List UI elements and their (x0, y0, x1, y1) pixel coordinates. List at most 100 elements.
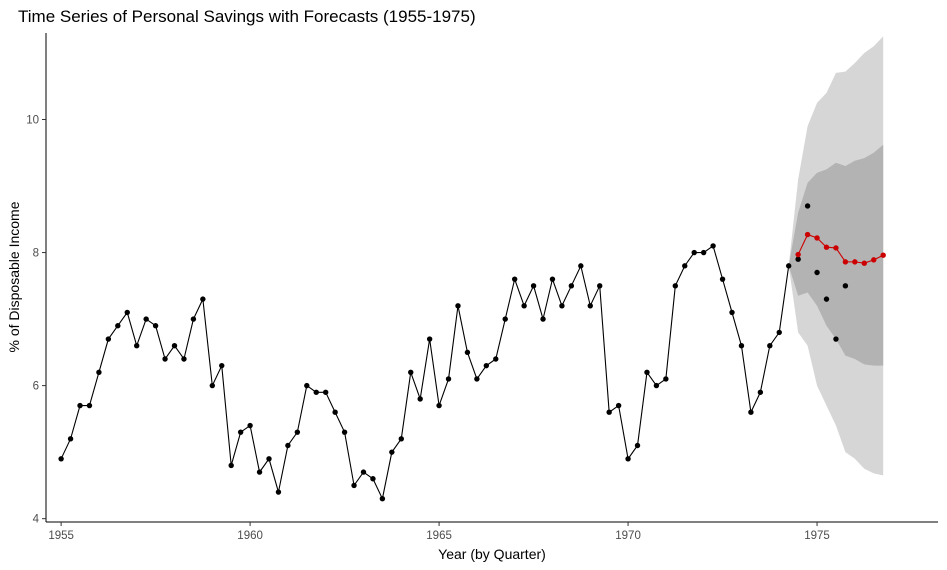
observed-point (474, 376, 480, 382)
observed-point (143, 316, 149, 322)
observed-point (370, 476, 376, 482)
observed-point (719, 276, 726, 282)
observed-point (398, 436, 404, 442)
observed-point (86, 402, 93, 409)
observed-point (682, 263, 688, 269)
series-lines (60, 233, 884, 501)
forecast-point (861, 260, 867, 266)
observed-point (237, 429, 244, 435)
forecast-point (804, 231, 811, 238)
x-tick-label: 1970 (615, 530, 641, 542)
x-tick-label: 1965 (426, 530, 452, 542)
holdout_actual-point (795, 256, 801, 262)
observed-point (625, 456, 631, 462)
x-tick-label: 1955 (48, 530, 74, 542)
observed-point (389, 449, 395, 455)
observed-point (275, 489, 282, 495)
observed-point (67, 436, 74, 442)
y-tick-label: 8 (33, 248, 39, 260)
series-points (58, 203, 886, 502)
observed-point (304, 382, 310, 389)
forecast-point (880, 252, 886, 258)
observed-point (464, 349, 471, 356)
observed-point (663, 376, 669, 382)
observed-point (644, 369, 650, 376)
observed-point (767, 342, 773, 349)
observed-point (181, 356, 187, 362)
forecast-interval-bands (788, 36, 884, 476)
observed-point (672, 283, 679, 289)
holdout_actual-point (804, 203, 811, 209)
x-tick-label: 1960 (237, 530, 263, 542)
observed-point (530, 283, 537, 289)
observed-point (757, 389, 764, 395)
observed-point (266, 456, 272, 462)
observed-point (691, 249, 697, 256)
observed-point (511, 276, 518, 282)
observed-point (502, 316, 508, 322)
observed-point (483, 362, 490, 369)
observed-point (190, 316, 197, 322)
observed-point (162, 356, 168, 362)
observed-point (445, 376, 452, 382)
forecast-point (852, 259, 858, 265)
observed-point (417, 396, 423, 402)
observed-point (549, 276, 556, 282)
observed-point (77, 402, 83, 409)
observed-point (748, 409, 754, 415)
holdout_actual-point (814, 269, 820, 276)
observed-point (228, 462, 234, 469)
observed-point (710, 243, 716, 249)
observed-point (455, 303, 461, 309)
observed-point (615, 402, 622, 409)
observed-point (559, 303, 565, 309)
observed-point (568, 283, 575, 289)
observed-point (209, 382, 216, 389)
axes (45, 33, 938, 523)
forecast-point (814, 235, 820, 241)
observed-point (341, 429, 348, 435)
observed-point (152, 323, 159, 329)
observed-point (540, 316, 546, 322)
observed-point (738, 342, 745, 349)
interval-band-80 (788, 144, 884, 366)
observed-point (408, 369, 414, 376)
x-axis-title: Year (by Quarter) (438, 546, 546, 562)
y-axis-ticks: 4 6 8 10 (26, 114, 46, 526)
x-tick-label: 1975 (804, 530, 830, 542)
y-tick-label: 6 (33, 381, 39, 393)
observed-point (105, 336, 112, 342)
observed-point (96, 369, 102, 376)
observed-point (58, 456, 64, 462)
observed-point (606, 409, 612, 415)
observed-point (322, 389, 329, 395)
chart-title: Time Series of Personal Savings with For… (18, 7, 476, 26)
observed-point (247, 422, 253, 429)
observed-point (256, 469, 263, 475)
x-axis-ticks: 1955 1960 1965 1970 1975 (48, 522, 830, 542)
observed-point (219, 362, 225, 369)
forecast-point (842, 259, 849, 265)
observed-point (729, 309, 735, 316)
y-axis-title: % of Disposable Income (6, 201, 22, 352)
observed-point (200, 296, 206, 302)
observed-point (171, 342, 178, 349)
observed-point (493, 356, 499, 362)
observed-point (700, 249, 707, 256)
observed-point (115, 323, 121, 329)
y-tick-label: 10 (26, 114, 39, 126)
holdout_actual-point (823, 296, 830, 302)
observed-point (313, 389, 319, 395)
observed-point (578, 263, 584, 269)
observed-point (134, 342, 140, 349)
observed-point (426, 336, 433, 342)
observed-point (653, 382, 660, 389)
observed-point (351, 482, 357, 489)
forecast-line (797, 233, 884, 264)
observed-point (597, 283, 603, 289)
observed-point (436, 402, 442, 409)
observed-point (786, 263, 792, 269)
observed-point (285, 442, 291, 449)
